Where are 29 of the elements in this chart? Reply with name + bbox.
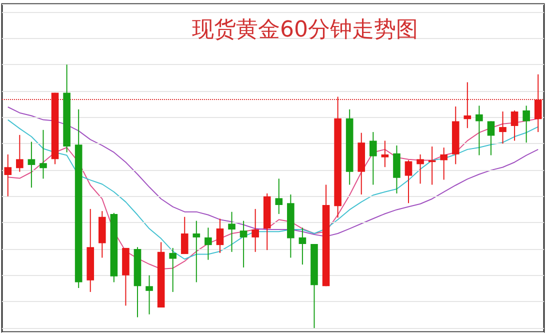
candlestick: [169, 247, 176, 292]
candlestick: [192, 220, 200, 283]
candlestick: [440, 147, 448, 180]
candlestick: [464, 82, 472, 129]
candlestick: [146, 274, 153, 315]
candlestick: [522, 105, 530, 144]
candlestick: [487, 120, 495, 156]
candlestick: [298, 227, 306, 266]
candlestick: [4, 154, 12, 197]
candlestick: [534, 74, 542, 133]
candlestick: [370, 132, 377, 186]
chart-title: 现货黄金60分钟走势图: [192, 18, 418, 42]
candlestick: [28, 141, 36, 188]
candlestick: [180, 216, 188, 255]
candlestick: [40, 129, 47, 180]
candlestick: [240, 220, 248, 268]
candlestick: [252, 208, 259, 252]
candlestick: [381, 140, 389, 168]
candlestick: [228, 211, 236, 252]
candlestick: [428, 146, 436, 186]
candlestick: [510, 110, 518, 142]
candlestick: [404, 160, 412, 204]
candlestick: [204, 227, 212, 260]
candlestick: [275, 178, 283, 214]
candlestick: [16, 134, 24, 172]
candlestick: [499, 110, 506, 144]
candlestick: [416, 154, 424, 184]
candlestick: [216, 218, 224, 254]
candlestick: [476, 105, 483, 156]
